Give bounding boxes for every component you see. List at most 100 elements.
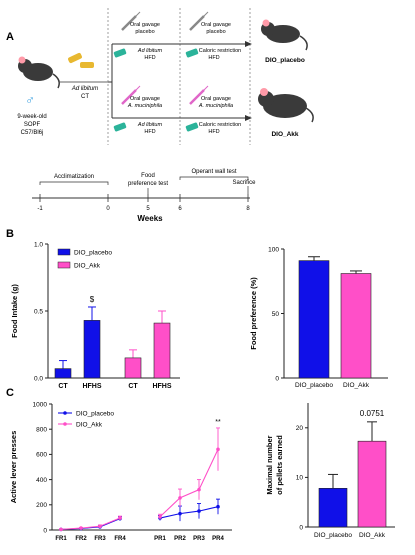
lever-x-tick-label: FR4 — [114, 536, 126, 542]
timeline-tick: 0 — [106, 206, 110, 212]
food-intake-bar — [124, 357, 142, 379]
hfd-pellet-icon — [113, 48, 127, 58]
legend-label-akk: DIO_Akk — [74, 263, 101, 270]
lever-y-tick-label: 1000 — [33, 401, 48, 408]
timeline-axis-label: Weeks — [137, 214, 163, 223]
food-pref-bar — [298, 260, 330, 379]
placebo-phase1-line1: Oral gavage — [130, 22, 160, 28]
placebo-phase2-line2: placebo — [206, 29, 225, 35]
lever-x-tick-label: PR3 — [193, 536, 205, 542]
start-diet-line1: Ad libitum — [71, 86, 98, 92]
food-pref-ylabel: Food preference (%) — [249, 277, 258, 350]
panel-b-label: B — [6, 228, 14, 240]
legend-marker-placebo — [63, 411, 67, 415]
lever-data-point — [216, 447, 220, 452]
food-intake-chart: 0.0 0.5 1.0 Food Intake (g) CT HFHS CT HFHS $ DIO… — [10, 241, 180, 390]
legend-swatch-akk — [57, 261, 71, 269]
lever-x-tick-label: PR1 — [154, 536, 166, 542]
timeline-label-preference: preference test — [128, 181, 168, 187]
lever-data-point — [216, 504, 220, 509]
lever-data-point — [59, 527, 63, 532]
pellets-annotation: 0.0751 — [360, 409, 385, 418]
lever-data-point — [98, 524, 102, 529]
active-lever-chart: 0 200 400 600 800 1000 Active lever presses FR1… — [9, 401, 232, 542]
lever-x-tick-label: FR3 — [94, 536, 106, 542]
food-intake-bar — [153, 322, 171, 379]
lever-series-line — [60, 517, 121, 530]
pellets-y-tick-label: 0 — [299, 524, 303, 531]
timeline-tick: -1 — [37, 206, 43, 212]
lever-y-tick-label: 800 — [36, 427, 47, 434]
akk-phase2-diet-line1: Caloric restriction — [199, 122, 241, 128]
hfd-pellet-icon — [113, 122, 127, 132]
timeline-tick: 8 — [246, 206, 250, 212]
food-intake-x-tick-label: HFHS — [152, 383, 171, 390]
lever-data-point — [158, 514, 162, 519]
panel-a-label: A — [6, 31, 14, 43]
food-intake-y-tick-label: 1.0 — [34, 241, 43, 248]
pellets-y-tick-label: 20 — [296, 425, 304, 432]
pellets-ylabel-line1: Maximal number — [265, 435, 274, 494]
lever-data-point — [178, 496, 182, 500]
lever-annotation: ** — [215, 419, 221, 426]
syringe-icon-akk-1 — [121, 85, 141, 105]
akk-phase1-line1: Oral gavage — [130, 96, 160, 102]
pellets-bar — [357, 440, 387, 528]
food-pref-x-tick-label: DIO_placebo — [295, 382, 333, 389]
lever-series-line — [60, 518, 121, 530]
food-intake-x-tick-label: HFHS — [82, 383, 101, 390]
legend-marker-akk — [63, 422, 67, 426]
food-intake-y-tick-label: 0.0 — [34, 375, 43, 382]
food-intake-x-tick-label: CT — [128, 383, 138, 390]
lever-series-line — [159, 449, 219, 518]
food-intake-bar — [83, 320, 101, 379]
placebo-phase2-line1: Oral gavage — [201, 22, 231, 28]
akk-phase2-diet-line2: HFD — [208, 129, 219, 135]
male-symbol: ♂ — [25, 92, 35, 107]
lever-y-tick-label: 0 — [43, 527, 47, 534]
lever-data-point — [118, 516, 122, 520]
placebo-phase2-diet-line1: Caloric restriction — [199, 48, 241, 54]
hfd-pellet-icon — [185, 122, 199, 132]
pellets-ylabel-line2: of pellets earned — [275, 435, 284, 495]
pellets-x-tick-label: DIO_Akk — [359, 532, 386, 539]
lever-x-tick-label: FR1 — [55, 536, 67, 542]
lever-data-point — [79, 526, 83, 530]
food-intake-bar — [54, 368, 72, 379]
legend-label-placebo: DIO_placebo — [74, 250, 112, 257]
food-intake-y-tick-label: 0.5 — [34, 308, 43, 315]
legend-swatch-placebo — [57, 248, 71, 256]
panel-c-label: C — [6, 387, 14, 399]
placebo-mouse-icon — [261, 19, 308, 51]
food-pref-y-tick-label: 100 — [268, 246, 279, 253]
timeline-tick: 5 — [146, 206, 150, 212]
akk-phase1-diet-line2: HFD — [144, 129, 155, 135]
food-intake-ylabel: Food Intake (g) — [10, 284, 19, 338]
food-pref-x-tick-label: DIO_Akk — [343, 382, 370, 389]
group-label-placebo: DIO_placebo — [265, 57, 305, 64]
lever-data-point — [197, 509, 201, 513]
lever-ylabel: Active lever presses — [9, 431, 18, 504]
akk-phase1-line2: A. muciniphila — [127, 103, 162, 109]
syringe-icon-akk-2 — [189, 85, 209, 105]
placebo-phase1-line2: placebo — [135, 29, 154, 35]
start-diet-line2: CT — [81, 94, 89, 100]
group-label-akk: DIO_Akk — [271, 131, 298, 138]
lever-y-tick-label: 200 — [36, 502, 47, 509]
lever-x-tick-label: FR2 — [75, 536, 87, 542]
hfd-pellet-icon — [185, 48, 199, 58]
timeline — [32, 176, 250, 202]
akk-phase1-diet-line1: Ad libitum — [137, 122, 163, 128]
ct-food-icon — [68, 52, 94, 68]
lever-y-tick-label: 400 — [36, 477, 47, 484]
pellets-x-tick-label: DIO_placebo — [314, 532, 352, 539]
syringe-icon-placebo-1 — [121, 11, 141, 31]
placebo-phase1-diet-line1: Ad libitum — [137, 48, 163, 54]
legend-label-akk: DIO_Akk — [76, 422, 103, 429]
legend-label-placebo: DIO_placebo — [76, 411, 114, 418]
lever-x-tick-label: PR4 — [212, 536, 224, 542]
food-pref-y-tick-label: 0 — [275, 375, 279, 382]
pellets-bar — [318, 488, 348, 528]
placebo-phase2-diet-line2: HFD — [208, 55, 219, 61]
